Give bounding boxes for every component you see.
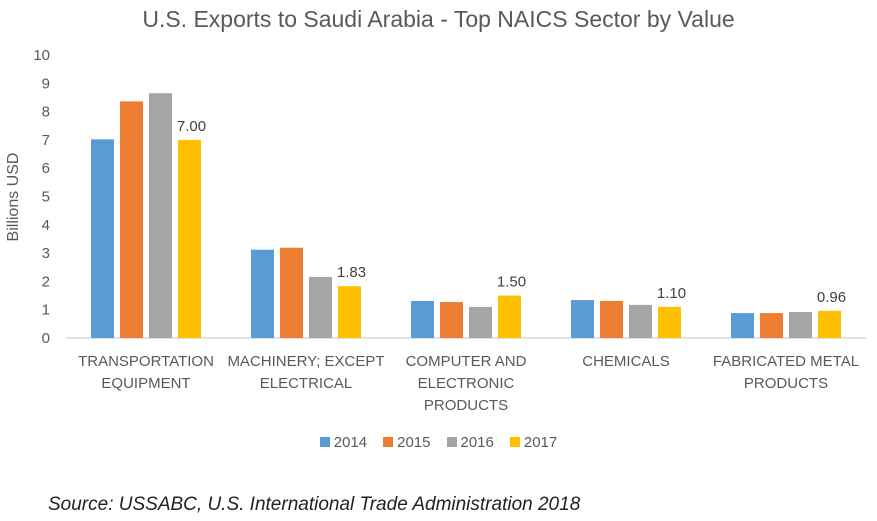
legend-item-2016: 2016 bbox=[446, 434, 494, 451]
y-tick-label: 8 bbox=[42, 104, 50, 121]
category-label: PRODUCTS bbox=[744, 375, 828, 392]
y-axis-label: Billions USD bbox=[5, 153, 22, 242]
legend-swatch bbox=[319, 437, 330, 447]
data-label: 1.10 bbox=[657, 285, 686, 302]
bar-2014-4 bbox=[731, 313, 754, 338]
category-label: PRODUCTS bbox=[424, 397, 508, 414]
legend-item-2015: 2015 bbox=[383, 434, 431, 451]
source-note: Source: USSABC, U.S. International Trade… bbox=[48, 494, 581, 515]
y-tick-label: 1 bbox=[42, 302, 50, 319]
legend-label: 2014 bbox=[333, 434, 368, 451]
bar-2014-0 bbox=[91, 139, 114, 338]
bar-2016-3 bbox=[629, 304, 652, 338]
bar-2017-0 bbox=[178, 139, 201, 338]
bar-2015-3 bbox=[600, 300, 623, 338]
y-tick-label: 10 bbox=[33, 47, 50, 64]
bar-2014-3 bbox=[571, 300, 594, 338]
bar-2017-3 bbox=[658, 306, 681, 338]
legend-swatch bbox=[509, 437, 520, 447]
y-axis: 0 1 2 3 4 5 6 7 8 9 10 bbox=[33, 47, 50, 347]
y-tick-label: 6 bbox=[42, 160, 50, 177]
category-label: ELECTRONIC bbox=[418, 375, 515, 392]
y-tick-label: 5 bbox=[42, 189, 50, 206]
legend-swatch bbox=[446, 437, 457, 447]
category-label: ELECTRICAL bbox=[260, 375, 353, 392]
legend-item-2014: 2014 bbox=[319, 434, 368, 451]
legend-label: 2016 bbox=[460, 434, 494, 451]
bar-2014-1 bbox=[251, 249, 274, 338]
legend-swatch bbox=[383, 437, 394, 447]
y-tick-label: 2 bbox=[42, 273, 50, 290]
y-tick-label: 9 bbox=[42, 75, 50, 92]
bar-2017-2 bbox=[498, 295, 521, 338]
data-label: 1.50 bbox=[497, 274, 526, 291]
y-tick-label: 3 bbox=[42, 245, 50, 262]
bar-chart: 0 1 2 3 4 5 6 7 8 9 10 Billions USD 7.00 1.83 1.50 1.… bbox=[5, 47, 866, 414]
data-label: 0.96 bbox=[817, 289, 846, 306]
category-label: EQUIPMENT bbox=[101, 375, 190, 392]
bar-2015-0 bbox=[120, 101, 143, 338]
category-label: FABRICATED METAL bbox=[713, 353, 859, 370]
chart-title: U.S. Exports to Saudi Arabia - Top NAICS… bbox=[142, 6, 735, 32]
legend-label: 2017 bbox=[523, 434, 558, 451]
legend-item-2017: 2017 bbox=[509, 434, 558, 451]
category-label: COMPUTER AND bbox=[406, 353, 527, 370]
legend: 2014 2015 2016 2017 bbox=[0, 434, 877, 451]
bar-2016-0 bbox=[149, 93, 172, 338]
bar-2016-4 bbox=[789, 311, 812, 338]
category-label: TRANSPORTATION bbox=[78, 353, 214, 370]
y-tick-label: 0 bbox=[42, 330, 50, 347]
bar-2014-2 bbox=[411, 300, 434, 338]
bar-2015-1 bbox=[280, 247, 303, 338]
category-labels: TRANSPORTATION EQUIPMENT MACHINERY; EXCEPT… bbox=[78, 353, 859, 414]
category-label: CHEMICALS bbox=[582, 353, 670, 370]
bar-2016-2 bbox=[469, 306, 492, 338]
bar-2017-4 bbox=[818, 310, 841, 338]
data-label: 7.00 bbox=[177, 118, 206, 135]
bar-2015-4 bbox=[760, 313, 783, 338]
bars: 7.00 1.83 1.50 1.10 0.96 bbox=[91, 93, 846, 338]
bar-2016-1 bbox=[309, 276, 332, 338]
y-tick-label: 7 bbox=[42, 132, 50, 149]
legend-label: 2015 bbox=[397, 434, 431, 451]
y-tick-label: 4 bbox=[42, 217, 50, 234]
data-label: 1.83 bbox=[337, 264, 366, 281]
category-label: MACHINERY; EXCEPT bbox=[227, 353, 384, 370]
bar-2017-1 bbox=[338, 286, 361, 338]
bar-2015-2 bbox=[440, 302, 463, 338]
